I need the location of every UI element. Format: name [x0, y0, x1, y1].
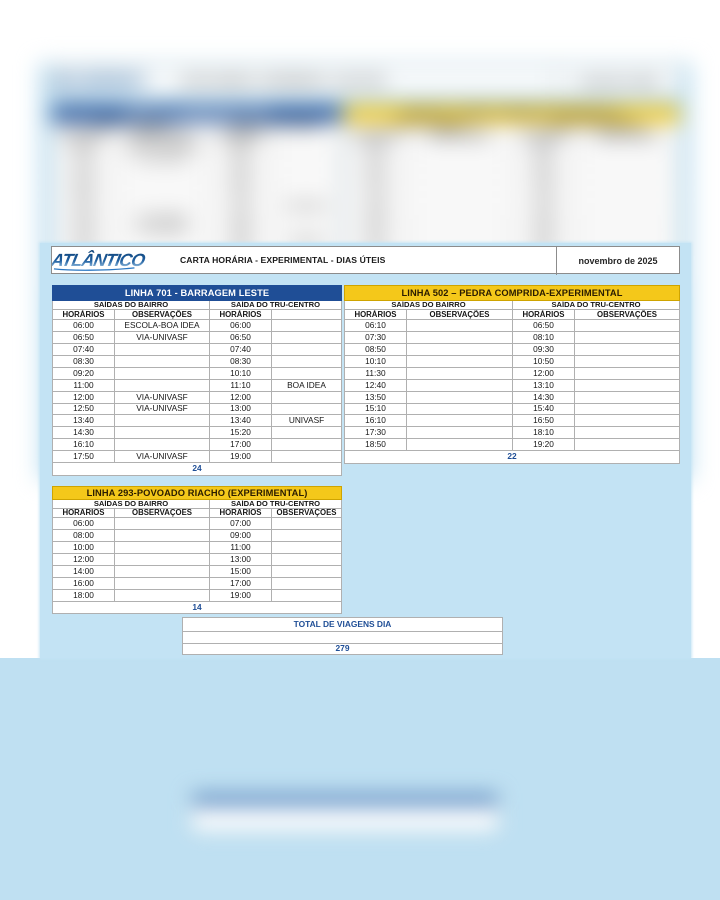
svg-text:ATLÂNTICO: ATLÂNTICO [52, 249, 147, 270]
